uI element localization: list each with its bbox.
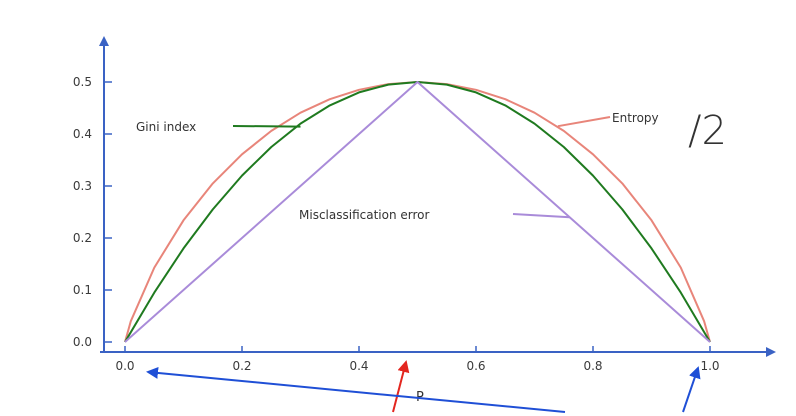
x-tick-label: 0.6 — [466, 359, 485, 373]
x-tick-label: 0.8 — [583, 359, 602, 373]
label-layer: Gini index Misclassification error Entropy… — [136, 108, 727, 222]
y-tick-label: 0.3 — [73, 179, 92, 193]
series-line-misclassification-error — [124, 81, 711, 343]
gini-index-leader — [232, 125, 301, 128]
blue-arrow-left — [146, 366, 566, 413]
red-arrow — [392, 360, 410, 413]
x-tick-label: 0.0 — [115, 359, 134, 373]
x-tick-label: 1.0 — [700, 359, 719, 373]
entropy-label: Entropy — [612, 111, 659, 125]
y-tick-label: 0.4 — [73, 127, 92, 141]
series-layer — [124, 81, 711, 343]
x-tick-label: 0.2 — [232, 359, 251, 373]
gini-index-label: Gini index — [136, 120, 196, 134]
y-tick-label: 0.5 — [73, 75, 92, 89]
misclassification-error-label: Misclassification error — [299, 208, 429, 222]
y-tick-label: 0.1 — [73, 283, 92, 297]
y-tick-label: 0.0 — [73, 335, 92, 349]
entropy-half-label: /2 — [688, 108, 727, 154]
misclassification-error-leader — [512, 213, 570, 219]
axis-ticks: 0.0 0.2 0.4 0.6 0.8 1.0 0.0 0.1 0.2 0.3 0.4 0.5 — [73, 75, 720, 373]
blue-arrow-right — [682, 366, 701, 413]
entropy-leader — [557, 116, 611, 128]
x-tick-label: 0.4 — [349, 359, 368, 373]
y-tick-label: 0.2 — [73, 231, 92, 245]
